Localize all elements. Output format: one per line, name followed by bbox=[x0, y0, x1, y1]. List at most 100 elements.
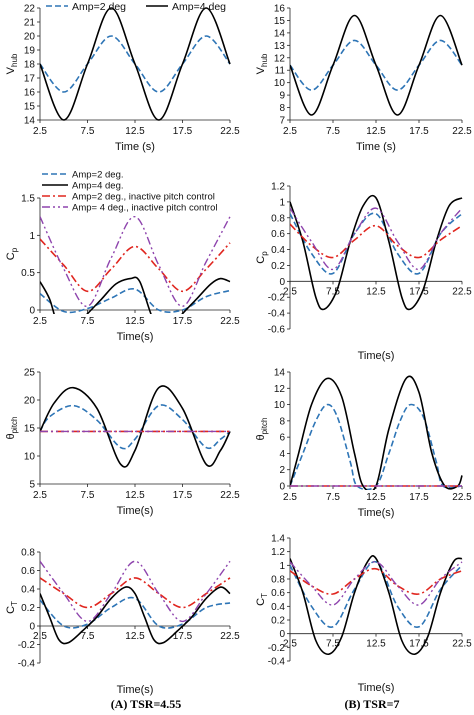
y-tick-label: 9 bbox=[279, 91, 285, 102]
y-tick-label: 15 bbox=[274, 16, 286, 27]
chart-ct-a: -0.4 -0.2 0 0.2 0.4 0.6 0.8 2.5 7.5 12.5 17.5 22.5 T… bbox=[5, 548, 240, 697]
x-tick-label: 22.5 bbox=[220, 126, 240, 137]
y-tick-label: 0.6 bbox=[271, 229, 285, 240]
y-axis-label-subscript: hub bbox=[10, 53, 19, 67]
series-line-a2 bbox=[40, 287, 231, 314]
y-tick-label: 0.2 bbox=[21, 603, 35, 614]
x-tick-label: 7.5 bbox=[81, 316, 95, 327]
y-tick-label: 10 bbox=[24, 452, 36, 463]
y-tick-label: 1.4 bbox=[271, 534, 285, 545]
y-tick-label: 22 bbox=[24, 4, 36, 15]
x-axis-label: Time (s) bbox=[356, 141, 396, 153]
y-tick-label: 5 bbox=[29, 480, 35, 491]
legend-label-a2: Amp=2 deg. bbox=[72, 170, 124, 181]
x-tick-label: 7.5 bbox=[81, 631, 95, 642]
x-tick-label: 2.5 bbox=[283, 126, 297, 137]
y-axis-label-subscript: hub bbox=[260, 53, 269, 67]
x-tick-label: 12.5 bbox=[366, 492, 386, 503]
x-tick-label: 7.5 bbox=[81, 490, 95, 501]
y-tick-label: 1 bbox=[29, 231, 35, 242]
x-tick-label: 7.5 bbox=[326, 286, 340, 297]
series-line-a4 bbox=[40, 276, 231, 314]
y-tick-label: 0 bbox=[29, 306, 35, 317]
x-tick-label: 22.5 bbox=[220, 631, 240, 642]
y-tick-label: 10 bbox=[274, 78, 286, 89]
y-tick-label: 0.4 bbox=[271, 602, 285, 613]
x-tick-label: 12.5 bbox=[366, 639, 386, 650]
y-tick-label: 17 bbox=[24, 74, 36, 85]
x-tick-label: 17.5 bbox=[409, 286, 429, 297]
y-tick-label: -0.4 bbox=[18, 659, 36, 670]
x-tick-label: 22.5 bbox=[220, 490, 240, 501]
x-tick-label: 12.5 bbox=[125, 490, 145, 501]
y-tick-label: 4 bbox=[279, 449, 285, 460]
series-line-a2 bbox=[40, 596, 231, 629]
y-tick-label: -0.4 bbox=[268, 309, 286, 320]
series-line-a4i bbox=[40, 560, 231, 623]
y-axis-label-main: C bbox=[5, 606, 17, 614]
x-tick-label: 12.5 bbox=[125, 631, 145, 642]
y-axis-label: Cp bbox=[255, 251, 269, 264]
x-tick-label: 2.5 bbox=[283, 639, 297, 650]
y-tick-label: 14 bbox=[274, 28, 286, 39]
y-tick-label: 20 bbox=[24, 396, 36, 407]
series-line-a2 bbox=[290, 39, 463, 91]
y-axis-label-subscript: T bbox=[10, 601, 19, 606]
chart-pitch-b: 0 2 4 6 8 10 12 14 2.5 7.5 12.5 17.5 22.5 Time(s) θpit… bbox=[255, 368, 472, 520]
y-tick-label: 0 bbox=[29, 622, 35, 633]
legend-label-a4: Amp=4 deg. bbox=[72, 181, 124, 192]
y-tick-label: 0.2 bbox=[271, 261, 285, 272]
x-tick-label: 17.5 bbox=[409, 126, 429, 137]
x-tick-label: 12.5 bbox=[125, 126, 145, 137]
y-tick-label: 8 bbox=[279, 416, 285, 427]
y-tick-label: 12 bbox=[274, 384, 286, 395]
y-tick-label: 0.8 bbox=[271, 575, 285, 586]
legend-label-a4i: Amp= 4 deg., inactive pitch control bbox=[72, 203, 217, 214]
legend-label-a4: Amp=4 deg bbox=[172, 1, 226, 13]
y-tick-label: 8 bbox=[279, 103, 285, 114]
x-tick-label: 22.5 bbox=[220, 316, 240, 327]
y-axis-label: Vhub bbox=[5, 53, 19, 74]
y-axis-label: CT bbox=[255, 593, 269, 606]
series-line-a2i bbox=[40, 577, 231, 609]
series-line-a2 bbox=[290, 403, 463, 490]
series-line-a4i bbox=[40, 216, 231, 307]
y-axis-label-main: θ bbox=[5, 433, 17, 439]
y-axis-label-subscript: p bbox=[260, 251, 269, 256]
chart-ct-b: -0.4 -0.2 0 0.2 0.4 0.6 0.8 1 1.2 1.4 2.5 7.5 12.5 17… bbox=[255, 534, 472, 695]
series-line-a2 bbox=[40, 404, 231, 450]
y-tick-label: 0.6 bbox=[21, 566, 35, 577]
y-tick-label: 1 bbox=[279, 197, 285, 208]
y-tick-label: -0.2 bbox=[18, 640, 36, 651]
y-tick-label: 1.5 bbox=[21, 194, 35, 205]
x-axis-label: Time(s) bbox=[358, 682, 395, 694]
y-axis-label-subscript: pitch bbox=[260, 417, 269, 434]
y-tick-label: 0.2 bbox=[271, 616, 285, 627]
y-tick-label: 15 bbox=[24, 424, 36, 435]
y-tick-label: 16 bbox=[274, 4, 286, 15]
chart-cp-a: 0 0.5 1 1.5 2.5 7.5 12.5 17.5 22.5 Time(s) Cp Amp=2… bbox=[5, 170, 240, 344]
x-axis-label: Time(s) bbox=[358, 507, 395, 519]
y-tick-label: 13 bbox=[274, 41, 286, 52]
y-tick-label: 6 bbox=[279, 433, 285, 444]
y-tick-label: 0.4 bbox=[271, 245, 285, 256]
y-tick-label: 12 bbox=[274, 53, 286, 64]
x-tick-label: 7.5 bbox=[81, 126, 95, 137]
series-line-a4 bbox=[290, 375, 463, 490]
series-line-a4i bbox=[290, 561, 463, 606]
caption-left: (A) TSR=4.55 bbox=[110, 697, 182, 711]
x-tick-label: 17.5 bbox=[173, 490, 193, 501]
y-tick-label: 1.2 bbox=[271, 182, 285, 193]
x-tick-label: 7.5 bbox=[326, 126, 340, 137]
x-tick-label: 2.5 bbox=[283, 286, 297, 297]
y-tick-label: 0.8 bbox=[21, 548, 35, 559]
y-tick-label: 0 bbox=[279, 629, 285, 640]
y-axis-label-subscript: p bbox=[10, 247, 19, 252]
x-tick-label: 17.5 bbox=[173, 316, 193, 327]
y-axis-label-subscript: pitch bbox=[10, 416, 19, 433]
y-tick-label: 0.8 bbox=[271, 213, 285, 224]
y-axis-label-main: C bbox=[255, 598, 267, 606]
y-axis-label-main: C bbox=[255, 256, 267, 264]
